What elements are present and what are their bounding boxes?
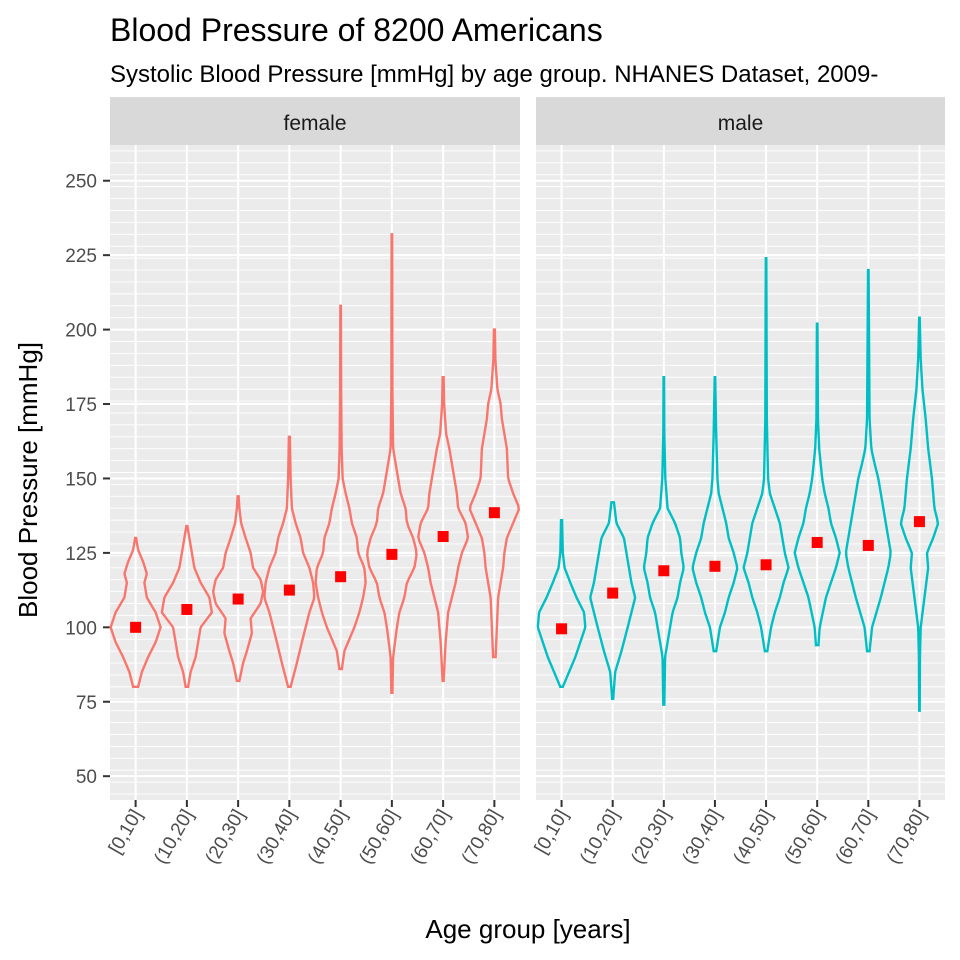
- facet-strip: [536, 97, 945, 145]
- violin-shape: [793, 322, 841, 647]
- y-axis-title: Blood Pressure [mmHg]: [13, 342, 43, 618]
- violin-shape: [366, 233, 418, 695]
- mean-marker: [181, 603, 193, 615]
- facet-strip-label: male: [718, 112, 764, 135]
- violin-shape: [742, 256, 790, 653]
- chart-subtitle: Systolic Blood Pressure [mmHg] by age gr…: [110, 61, 878, 88]
- facet-panel-male: male [0,10] (10,20] (20,30] (30,40] (40,50] (5…: [531, 97, 945, 868]
- mean-marker: [658, 565, 670, 577]
- y-tick-label: 175: [65, 395, 97, 416]
- x-tick-label: (60,70]: [832, 806, 880, 868]
- mean-marker: [709, 560, 721, 572]
- y-tick-label: 250: [65, 172, 97, 193]
- mean-marker: [556, 623, 568, 635]
- y-tick-label: 200: [65, 321, 97, 342]
- y-tick-label: 50: [76, 767, 97, 788]
- x-tick-label: [0,10]: [105, 806, 147, 858]
- x-tick-label: (20,30]: [202, 806, 250, 868]
- mean-marker: [386, 548, 398, 560]
- violin-shape: [589, 501, 637, 700]
- violin-shape: [160, 524, 214, 689]
- facet-strip: [110, 97, 520, 145]
- violin-shape: [263, 435, 316, 689]
- x-tick-label: (70,80]: [458, 806, 506, 868]
- chart-title: Blood Pressure of 8200 Americans: [110, 12, 603, 48]
- mean-marker: [913, 516, 925, 528]
- y-axis: 50 75 100 125 150 175 200 225 250: [65, 172, 110, 788]
- y-tick-label: 75: [76, 693, 97, 714]
- x-tick-label: (20,30]: [627, 806, 675, 868]
- violin-shape: [314, 304, 367, 671]
- violin-shape: [212, 495, 265, 683]
- y-tick-label: 100: [65, 618, 97, 639]
- facet-panels: female[0,10] (10,20] (20,30] (30,40] (40,50]…: [105, 97, 945, 868]
- facet-panel-female: female [0,10] (10,20] (20,30] (30,40] (40,50]…: [105, 97, 520, 868]
- y-tick-label: 225: [65, 246, 97, 267]
- x-tick-label: [0,10]: [531, 806, 573, 858]
- mean-marker: [607, 587, 619, 599]
- mean-marker: [283, 584, 295, 596]
- x-tick-label: (50,60]: [355, 806, 403, 868]
- x-tick-label: (10,20]: [150, 806, 198, 868]
- x-axis-title: Age group [years]: [425, 914, 630, 944]
- violin-shape: [536, 518, 587, 689]
- x-tick-label: (60,70]: [407, 806, 455, 868]
- x-tick-label: (10,20]: [576, 806, 624, 868]
- mean-marker: [488, 507, 500, 519]
- x-tick-label: (40,50]: [304, 806, 352, 868]
- mean-marker: [130, 621, 142, 633]
- violin-shape: [691, 376, 739, 653]
- mean-marker: [862, 539, 874, 551]
- violin-shape: [468, 328, 520, 659]
- mean-marker: [811, 536, 823, 548]
- mean-marker: [335, 571, 347, 583]
- mean-marker: [232, 593, 244, 605]
- violin-shape: [417, 376, 470, 683]
- y-tick-label: 125: [65, 544, 97, 565]
- y-tick-label: 150: [65, 469, 97, 490]
- x-tick-label: (70,80]: [883, 806, 931, 868]
- x-tick-label: (30,40]: [253, 806, 301, 868]
- violin-shape: [899, 316, 940, 712]
- mean-marker: [760, 559, 772, 571]
- facet-strip-label: female: [283, 112, 346, 135]
- violin-shape: [844, 268, 892, 653]
- violin-shape: [109, 536, 162, 689]
- x-tick-label: (30,40]: [679, 806, 727, 868]
- mean-marker: [437, 531, 449, 543]
- violin-shape: [642, 376, 685, 706]
- x-tick-label: (50,60]: [781, 806, 829, 868]
- x-tick-label: (40,50]: [730, 806, 778, 868]
